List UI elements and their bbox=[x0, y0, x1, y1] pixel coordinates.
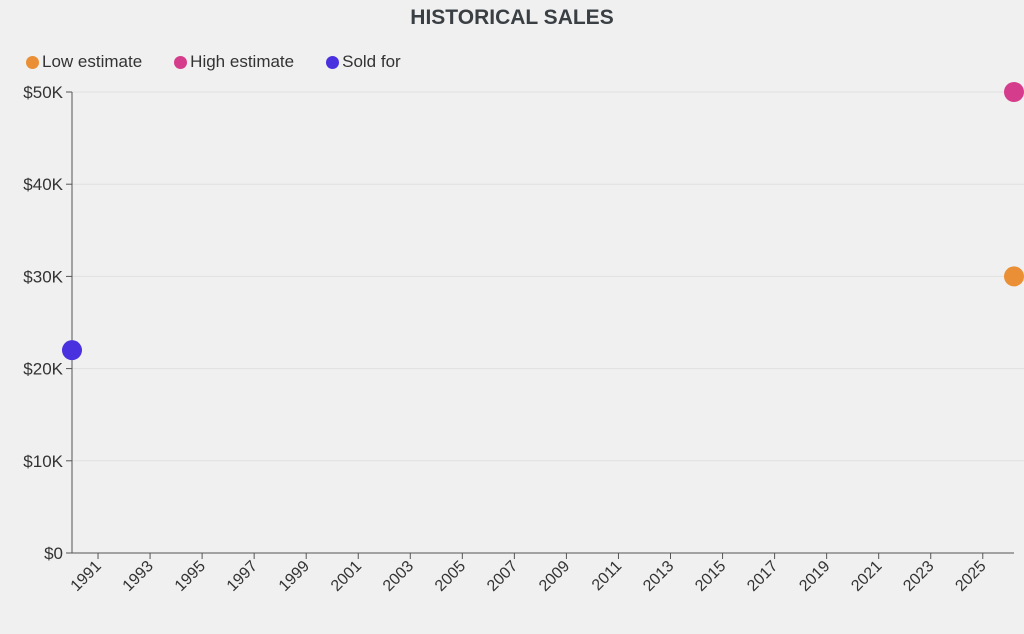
x-tick-label: 1997 bbox=[224, 558, 261, 595]
legend-item-high-estimate[interactable]: High estimate bbox=[174, 52, 294, 72]
legend-item-low-estimate[interactable]: Low estimate bbox=[26, 52, 142, 72]
legend-label: High estimate bbox=[190, 52, 295, 71]
x-tick-label: 2025 bbox=[952, 558, 989, 595]
y-tick-label: $30K bbox=[23, 267, 63, 286]
x-tick-label: 2011 bbox=[589, 558, 625, 594]
data-point-high-estimate bbox=[1004, 82, 1024, 102]
legend: Low estimate High estimate Sold for bbox=[26, 52, 401, 72]
y-tick-label: $40K bbox=[23, 175, 63, 194]
legend-dot-icon bbox=[326, 55, 340, 69]
legend-label: Sold for bbox=[342, 52, 401, 71]
x-tick-label: 2015 bbox=[692, 558, 729, 595]
x-tick-label: 2019 bbox=[796, 558, 833, 595]
x-tick-label: 1991 bbox=[68, 558, 105, 595]
y-tick-label: $0 bbox=[44, 544, 63, 563]
legend-dot-icon bbox=[174, 55, 188, 69]
legend-item-sold-for[interactable]: Sold for bbox=[326, 52, 401, 72]
y-tick-label: $50K bbox=[23, 83, 63, 102]
y-tick-label: $20K bbox=[23, 360, 63, 379]
y-tick-label: $10K bbox=[23, 452, 63, 471]
legend-dot-icon bbox=[26, 55, 39, 69]
legend-label: Low estimate bbox=[42, 52, 143, 71]
x-tick-label: 2003 bbox=[380, 558, 417, 595]
data-point-low-estimate bbox=[1004, 266, 1024, 287]
x-tick-label: 2001 bbox=[328, 558, 365, 595]
x-tick-label: 2013 bbox=[640, 558, 677, 595]
x-tick-label: 2005 bbox=[432, 558, 469, 595]
x-tick-label: 1993 bbox=[120, 558, 157, 595]
x-tick-label: 1999 bbox=[276, 558, 313, 595]
x-tick-label: 2007 bbox=[484, 558, 521, 595]
x-tick-label: 2023 bbox=[900, 558, 937, 595]
chart-title: HISTORICAL SALES bbox=[410, 6, 614, 29]
x-tick-label: 1995 bbox=[172, 558, 209, 595]
x-tick-label: 2009 bbox=[536, 558, 573, 595]
x-tick-label: 2017 bbox=[744, 558, 781, 595]
data-point-sold-for bbox=[62, 340, 82, 361]
x-tick-label: 2021 bbox=[848, 558, 885, 595]
